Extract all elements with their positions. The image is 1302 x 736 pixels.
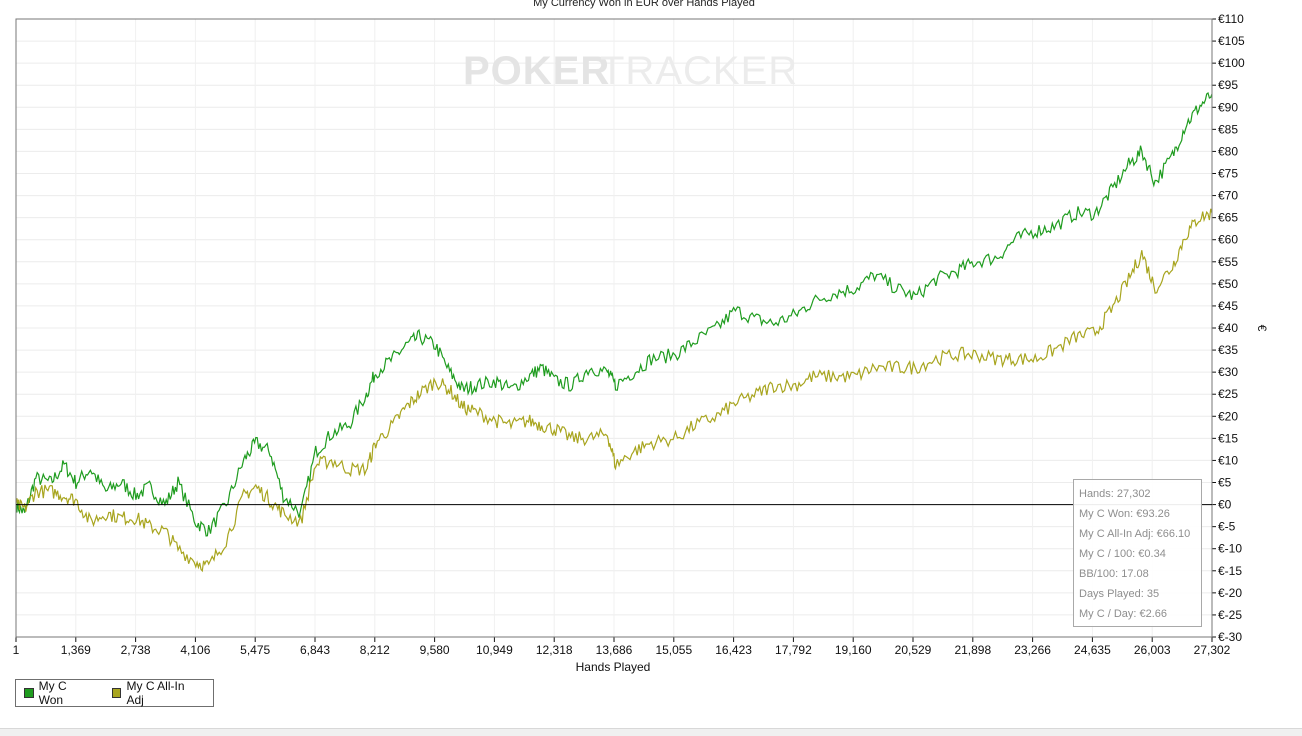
y-axis-title: € xyxy=(1255,325,1269,332)
y-tick-label: €55 xyxy=(1218,255,1238,269)
x-tick-label: 21,898 xyxy=(954,643,991,657)
y-tick-label: €0 xyxy=(1218,498,1232,512)
y-tick-label: €50 xyxy=(1218,277,1238,291)
legend-swatch-won xyxy=(24,688,34,698)
x-axis-title: Hands Played xyxy=(576,660,651,674)
y-tick-label: €110 xyxy=(1218,12,1244,26)
y-tick-label: €5 xyxy=(1218,476,1232,490)
x-tick-label: 12,318 xyxy=(536,643,573,657)
x-tick-label: 2,738 xyxy=(121,643,151,657)
y-tick-label: €60 xyxy=(1218,233,1238,247)
legend-label-won: My C Won xyxy=(38,679,67,707)
y-tick-label: €90 xyxy=(1218,100,1238,114)
y-tick-label: €-25 xyxy=(1218,608,1242,622)
x-tick-label: 17,792 xyxy=(775,643,812,657)
x-tick-label: 5,475 xyxy=(240,643,270,657)
y-tick-label: €75 xyxy=(1218,167,1238,181)
legend-item-allin-adj[interactable]: My C All-In Adj xyxy=(111,679,201,707)
x-tick-label: 15,055 xyxy=(655,643,692,657)
x-tick-labels: 1 1,369 2,738 4,106 5,475 6,843 8,212 9,580 10,9… xyxy=(13,643,1231,657)
x-tick-label: 24,635 xyxy=(1074,643,1111,657)
x-tick-label: 10,949 xyxy=(476,643,513,657)
y-tick-label: €-10 xyxy=(1218,542,1242,556)
stat-hands: Hands: 27,302 xyxy=(1079,488,1151,500)
x-tick-label: 20,529 xyxy=(895,643,932,657)
x-tick-label: 4,106 xyxy=(180,643,210,657)
x-tick-label: 8,212 xyxy=(360,643,390,657)
legend-swatch-allin-adj xyxy=(111,688,122,698)
y-tick-label: €20 xyxy=(1218,409,1238,423)
y-tick-label: €-30 xyxy=(1218,630,1242,644)
y-tick-label: €105 xyxy=(1218,34,1245,48)
watermark-tracker: TRACKER xyxy=(600,49,798,93)
x-tick-label: 26,003 xyxy=(1134,643,1171,657)
x-tick-label: 19,160 xyxy=(835,643,872,657)
y-tick-label: €40 xyxy=(1218,321,1238,335)
y-tick-label: €70 xyxy=(1218,189,1238,203)
y-tick-label: €45 xyxy=(1218,299,1238,313)
series-line-1 xyxy=(15,208,1213,573)
x-tick-label: 16,423 xyxy=(715,643,752,657)
watermark-poker: POKER xyxy=(463,49,610,93)
legend-item-won[interactable]: My C Won xyxy=(24,679,92,707)
chart-legend: My C Won My C All-In Adj xyxy=(15,679,214,707)
series-line-0 xyxy=(15,91,1213,537)
y-tick-label: €95 xyxy=(1218,78,1238,92)
stat-per-day: My C / Day: €2.66 xyxy=(1079,608,1168,620)
chart-title: My Currency Won in EUR over Hands Played xyxy=(533,0,755,9)
y-tick-label: €85 xyxy=(1218,122,1238,136)
x-tick-label: 6,843 xyxy=(300,643,330,657)
y-tick-label: €-15 xyxy=(1218,564,1242,578)
y-tick-label: €-20 xyxy=(1218,586,1242,600)
x-tick-label: 9,580 xyxy=(420,643,450,657)
y-tick-label: €65 xyxy=(1218,211,1238,225)
y-tick-label: €15 xyxy=(1218,431,1238,445)
window-bottom-edge xyxy=(0,728,1302,736)
y-tick-label: €-5 xyxy=(1218,520,1236,534)
y-tick-label: €25 xyxy=(1218,387,1238,401)
x-tick-label: 27,302 xyxy=(1194,643,1231,657)
stat-allin-adj: My C All-In Adj: €66.10 xyxy=(1079,528,1191,540)
y-tick-label: €80 xyxy=(1218,144,1238,158)
x-tick-label: 1 xyxy=(13,643,20,657)
y-tick-labels: €110 €105 €100 €95 €90 €85 €80 €75 €70 €65 €60 €55 €… xyxy=(1218,12,1245,644)
stat-per-100: My C / 100: €0.34 xyxy=(1079,548,1166,560)
axes xyxy=(15,18,1216,642)
stat-days-played: Days Played: 35 xyxy=(1079,588,1160,600)
legend-label-allin-adj: My C All-In Adj xyxy=(126,679,185,707)
stat-bb-100: BB/100: 17.08 xyxy=(1079,568,1149,580)
x-tick-label: 13,686 xyxy=(596,643,633,657)
x-tick-label: 23,266 xyxy=(1014,643,1051,657)
stat-won: My C Won: €93.26 xyxy=(1079,508,1170,520)
x-tick-label: 1,369 xyxy=(61,643,91,657)
series-lines xyxy=(15,91,1213,573)
y-tick-label: €35 xyxy=(1218,343,1238,357)
stats-tooltip: Hands: 27,302 My C Won: €93.26 My C All-… xyxy=(1073,479,1202,627)
gridlines xyxy=(15,18,1213,638)
y-tick-label: €10 xyxy=(1218,453,1238,467)
plot-border xyxy=(15,18,1213,638)
y-tick-label: €100 xyxy=(1218,56,1245,70)
y-tick-label: €30 xyxy=(1218,365,1238,379)
